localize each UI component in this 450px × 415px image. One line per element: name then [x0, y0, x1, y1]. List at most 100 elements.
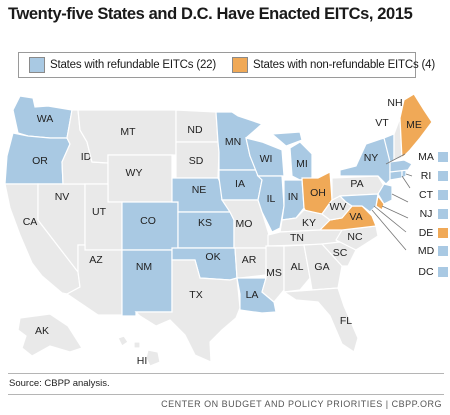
- state-md[interactable]: [338, 193, 379, 213]
- state-label-nc: NC: [347, 231, 363, 243]
- state-label-ar: AR: [242, 254, 257, 266]
- state-label-mn: MN: [225, 136, 241, 148]
- small-state-label-ma: MA: [418, 151, 434, 163]
- state-label-wv: WV: [330, 201, 347, 213]
- state-wi[interactable]: WI: [245, 137, 285, 177]
- state-label-mi: MI: [296, 158, 308, 170]
- state-sd[interactable]: SD: [175, 141, 220, 179]
- state-label-pa: PA: [350, 178, 363, 190]
- state-nm[interactable]: NM: [121, 249, 173, 317]
- state-label-tx: TX: [189, 289, 202, 301]
- state-ks[interactable]: KS: [177, 211, 235, 249]
- state-label-wa: WA: [37, 113, 54, 125]
- small-state-label-dc: DC: [418, 266, 434, 278]
- refundable-swatch: [29, 57, 45, 73]
- state-label-or: OR: [32, 155, 48, 167]
- legend-non-refundable-label: States with non-refundable EITCs (4): [252, 59, 435, 71]
- small-state-swatch-nj: [438, 209, 448, 219]
- state-label-ks: KS: [198, 217, 212, 229]
- state-label-ak: AK: [35, 325, 49, 337]
- state-tx[interactable]: TX: [134, 259, 241, 363]
- state-label-vt: VT: [375, 117, 389, 129]
- state-label-nh: NH: [387, 97, 402, 109]
- small-state-label-md: MD: [418, 245, 435, 257]
- small-state-label-nj: NJ: [420, 208, 433, 220]
- small-state-md[interactable]: MD: [418, 245, 448, 257]
- state-label-sd: SD: [189, 155, 204, 167]
- small-state-swatch-md: [438, 246, 448, 256]
- footer-credit: CENTER ON BUDGET AND POLICY PRIORITIES |…: [161, 399, 442, 409]
- state-il[interactable]: IL: [256, 175, 285, 233]
- us-states-map: WA OR CA NV ID MT WY UT AZ CO NM: [4, 93, 448, 367]
- state-ak[interactable]: AK: [17, 313, 83, 357]
- state-label-nd: ND: [187, 124, 203, 136]
- small-state-swatch-ri: [438, 171, 448, 181]
- state-label-ok: OK: [205, 251, 220, 263]
- small-state-de[interactable]: DE: [419, 227, 448, 239]
- small-state-swatch-ct: [438, 190, 448, 200]
- state-co[interactable]: CO: [121, 201, 179, 251]
- state-label-fl: FL: [340, 315, 352, 327]
- state-label-ia: IA: [235, 178, 245, 190]
- state-al[interactable]: AL: [283, 244, 311, 293]
- map-legend: States with refundable EITCs (22) States…: [18, 52, 435, 78]
- state-wv[interactable]: WV: [321, 195, 353, 221]
- state-nj[interactable]: [377, 183, 393, 205]
- state-label-az: AZ: [89, 254, 103, 266]
- state-label-id: ID: [81, 151, 92, 163]
- source-note: Source: CBPP analysis.: [9, 378, 110, 389]
- small-state-swatch-ma: [438, 152, 448, 162]
- state-label-al: AL: [291, 261, 304, 273]
- state-label-ms: MS: [266, 267, 282, 279]
- state-sc[interactable]: SC: [320, 241, 357, 267]
- state-label-mt: MT: [120, 126, 136, 138]
- divider-bottom: [8, 394, 444, 395]
- state-nc[interactable]: NC: [335, 225, 379, 251]
- state-nd[interactable]: ND: [175, 109, 219, 143]
- state-label-tn: TN: [290, 232, 304, 244]
- state-label-oh: OH: [310, 187, 326, 199]
- state-label-ca: CA: [23, 216, 38, 228]
- state-ar[interactable]: AR: [234, 247, 269, 279]
- state-label-va: VA: [349, 211, 362, 223]
- small-state-dc[interactable]: DC: [418, 266, 448, 278]
- state-label-in: IN: [288, 191, 299, 203]
- state-me[interactable]: ME: [399, 93, 433, 160]
- state-label-la: LA: [246, 289, 259, 301]
- state-label-wi: WI: [260, 153, 273, 165]
- state-label-il: IL: [267, 193, 276, 205]
- small-state-nj[interactable]: NJ: [420, 208, 448, 220]
- state-or[interactable]: OR: [4, 132, 71, 185]
- small-state-label-de: DE: [419, 227, 434, 239]
- state-label-ut: UT: [92, 206, 107, 218]
- small-state-swatch-dc: [438, 267, 448, 277]
- state-label-nv: NV: [55, 191, 70, 203]
- state-hi[interactable]: HI: [117, 335, 161, 367]
- small-state-ri[interactable]: RI: [421, 170, 448, 182]
- state-label-sc: SC: [333, 247, 348, 259]
- small-state-ma[interactable]: MA: [418, 151, 448, 163]
- state-label-ny: NY: [364, 152, 379, 164]
- state-fl[interactable]: FL: [282, 287, 359, 353]
- state-label-ne: NE: [192, 184, 207, 196]
- state-az[interactable]: AZ: [65, 244, 123, 316]
- state-oh[interactable]: OH: [301, 171, 333, 215]
- map-title: Twenty-five States and D.C. Have Enacted…: [8, 5, 413, 23]
- state-wy[interactable]: WY: [107, 154, 173, 203]
- state-wa[interactable]: WA: [12, 95, 73, 139]
- state-mn[interactable]: MN: [215, 111, 264, 171]
- divider-top: [8, 373, 444, 374]
- legend-refundable-label: States with refundable EITCs (22): [50, 59, 216, 71]
- state-label-mo: MO: [236, 218, 253, 230]
- state-ma[interactable]: [389, 159, 413, 173]
- state-label-me: ME: [406, 119, 422, 131]
- state-label-ky: KY: [302, 217, 316, 229]
- small-state-label-ri: RI: [421, 170, 432, 182]
- state-label-ga: GA: [314, 261, 329, 273]
- state-ia[interactable]: IA: [218, 169, 263, 201]
- state-label-wy: WY: [126, 167, 143, 179]
- small-state-list: MA RI CT NJ DE MD DC: [418, 151, 448, 278]
- leader-lines: [371, 153, 413, 251]
- small-state-ct[interactable]: CT: [419, 189, 448, 201]
- small-state-label-ct: CT: [419, 189, 434, 201]
